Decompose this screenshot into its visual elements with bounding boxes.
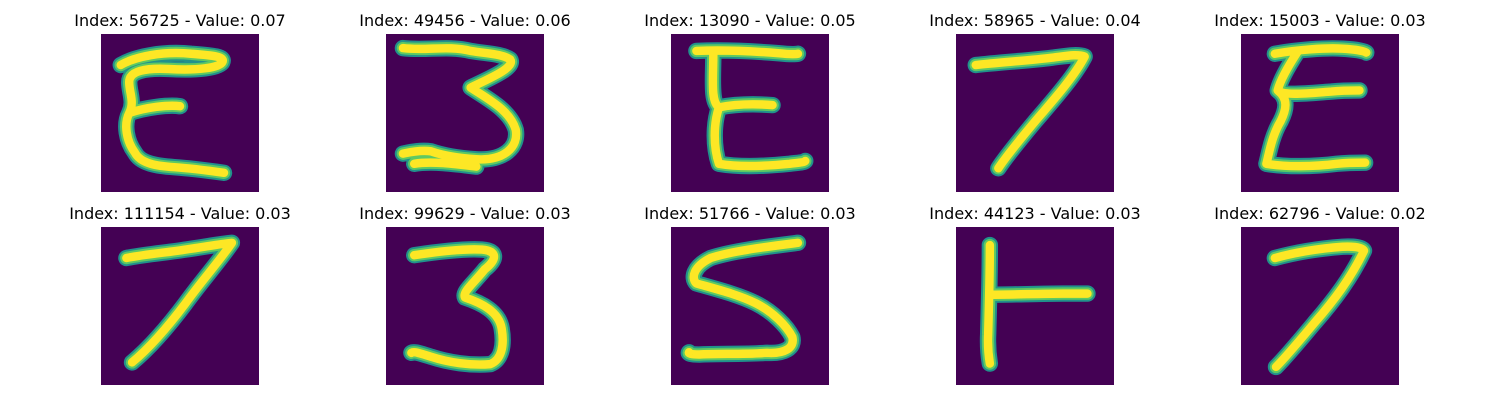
panel-8: Index: 51766 - Value: 0.03 xyxy=(620,203,880,393)
digit-image xyxy=(101,34,259,192)
panel-title: Index: 58965 - Value: 0.04 xyxy=(929,11,1141,30)
stroke-core xyxy=(407,245,507,369)
panel-6: Index: 111154 - Value: 0.03 xyxy=(50,203,310,393)
panel-7: Index: 99629 - Value: 0.03 xyxy=(335,203,595,393)
panel-title: Index: 62796 - Value: 0.02 xyxy=(1214,204,1426,223)
panel-9: Index: 44123 - Value: 0.03 xyxy=(905,203,1165,393)
digit-image xyxy=(956,34,1114,192)
panel-5: Index: 15003 - Value: 0.03 xyxy=(1190,10,1450,200)
stroke-core xyxy=(116,48,229,178)
digit-image xyxy=(956,227,1114,385)
digit-image xyxy=(1241,34,1399,192)
stroke-core xyxy=(971,51,1089,173)
digit-image xyxy=(671,227,829,385)
image-background xyxy=(956,227,1114,385)
panel-title: Index: 111154 - Value: 0.03 xyxy=(69,204,291,223)
stroke-core xyxy=(122,238,237,367)
stroke-core xyxy=(684,238,803,359)
panel-4: Index: 58965 - Value: 0.04 xyxy=(905,10,1165,200)
panel-title: Index: 13090 - Value: 0.05 xyxy=(644,11,856,30)
panel-title: Index: 15003 - Value: 0.03 xyxy=(1214,11,1426,30)
digit-image xyxy=(386,227,544,385)
digit-image xyxy=(1241,227,1399,385)
stroke-core xyxy=(692,46,810,171)
panel-title: Index: 56725 - Value: 0.07 xyxy=(74,11,286,30)
digit-image xyxy=(101,227,259,385)
panel-title: Index: 44123 - Value: 0.03 xyxy=(929,204,1141,223)
panel-title: Index: 51766 - Value: 0.03 xyxy=(644,204,856,223)
panel-3: Index: 13090 - Value: 0.05 xyxy=(620,10,880,200)
digit-image xyxy=(386,34,544,192)
panel-1: Index: 56725 - Value: 0.07 xyxy=(50,10,310,200)
panel-10: Index: 62796 - Value: 0.02 xyxy=(1190,203,1450,393)
stroke-core xyxy=(1262,44,1371,171)
stroke-core xyxy=(1270,242,1369,372)
panel-2: Index: 49456 - Value: 0.06 xyxy=(335,10,595,200)
digit-image xyxy=(671,34,829,192)
panel-title: Index: 99629 - Value: 0.03 xyxy=(359,204,571,223)
stroke-core xyxy=(983,240,1092,368)
stroke-core xyxy=(398,43,521,171)
panel-title: Index: 49456 - Value: 0.06 xyxy=(359,11,571,30)
